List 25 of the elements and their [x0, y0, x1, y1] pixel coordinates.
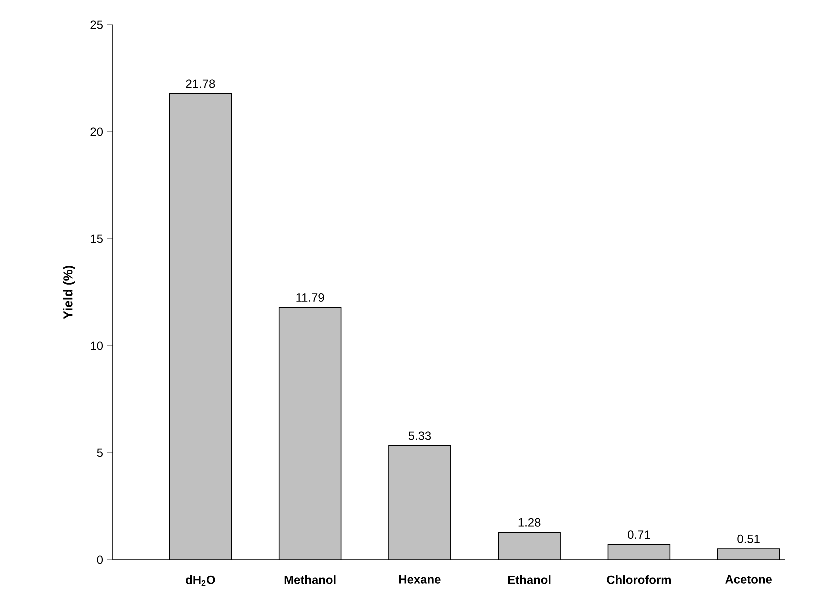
x-tick-label: Hexane	[399, 575, 441, 584]
bar	[170, 94, 232, 560]
x-tick-label: dH$_{2}$O	[186, 575, 216, 586]
data-label: 0.71	[628, 530, 650, 539]
y-tick-label: 20	[90, 128, 104, 136]
data-label: 11.79	[296, 293, 324, 302]
data-label: 0.51	[738, 534, 760, 544]
data-label: 21.78	[186, 80, 216, 88]
bar	[717, 548, 780, 560]
x-tick-label: Chloroform	[607, 575, 672, 584]
bar	[388, 446, 451, 560]
y-tick-label: 5	[97, 448, 103, 458]
bar	[608, 544, 670, 560]
bar	[498, 532, 561, 560]
x-tick-label: Acetone	[726, 575, 772, 584]
y-tick-label: 25	[90, 20, 103, 30]
y-axis-title: Yield (%)	[63, 266, 76, 320]
y-tick-label: 0	[97, 556, 104, 564]
data-label: 1.28	[518, 518, 541, 527]
x-tick-label: Ethanol	[508, 575, 551, 584]
y-tick-label: 15	[91, 234, 103, 244]
data-label: 5.33	[408, 432, 432, 440]
x-tick-label: Methanol	[284, 575, 336, 584]
y-tick-label: 10	[91, 342, 104, 350]
bar	[279, 308, 342, 560]
